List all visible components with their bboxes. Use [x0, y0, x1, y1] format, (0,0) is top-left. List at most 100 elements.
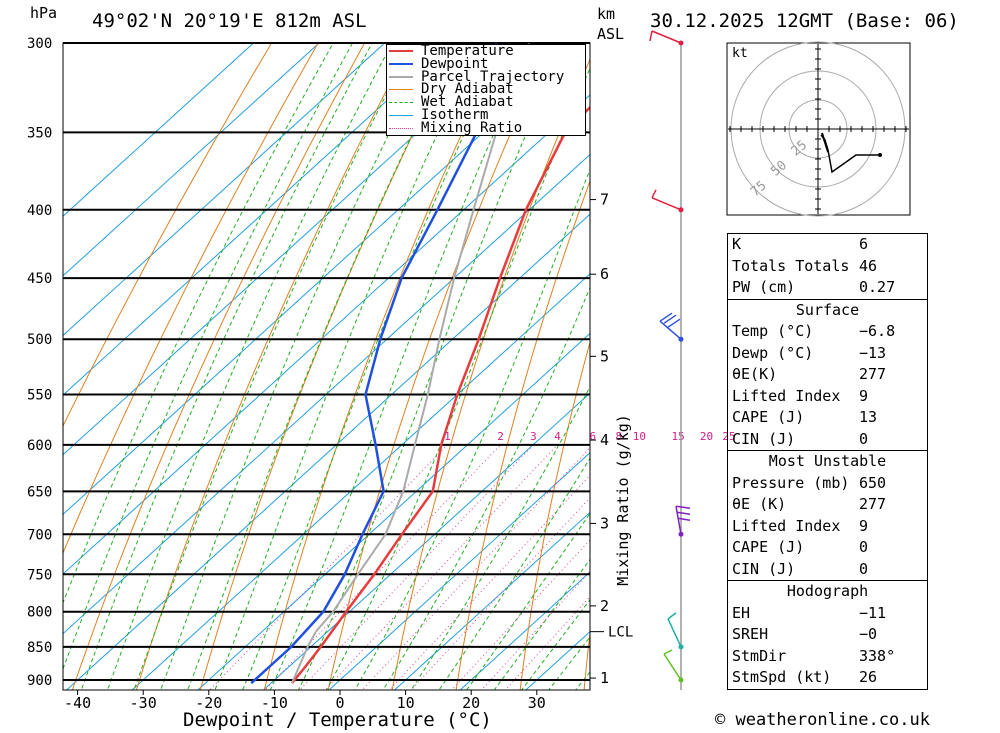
height-tick-label: 4	[600, 431, 609, 449]
wind-barb-dot	[678, 677, 684, 683]
wind-barb-stroke	[675, 506, 682, 535]
legend-dewpoint: Dewpoint	[389, 57, 585, 71]
isotherm-line	[63, 43, 320, 277]
datetime-title: 30.12.2025 12GMT (Base: 06)	[650, 10, 959, 32]
pressure-tick-label: 300	[27, 36, 52, 52]
isotherm-line	[459, 571, 590, 690]
dry-adiabat-line	[63, 43, 273, 428]
wet-adiabat-line	[269, 43, 536, 690]
isotherm-line	[63, 43, 386, 337]
wet-adiabat-line	[354, 168, 590, 690]
pressure-tick-label: 350	[27, 125, 52, 141]
pressure-tick-label: 500	[27, 332, 52, 348]
height-axis: 7 6 5 4 3 2 1 LCL	[590, 191, 633, 687]
wet-adiabat-line	[63, 43, 354, 671]
wind-barb-stroke	[651, 30, 682, 44]
profile-parcel-trajectory	[290, 43, 530, 684]
isotherm-line	[63, 153, 590, 635]
x-tick-label: -30	[130, 694, 157, 712]
plot-frame	[62, 42, 591, 691]
wet-adiabat-line	[466, 512, 590, 690]
wind-barb-stroke	[651, 189, 657, 199]
x-tick-label: 0	[335, 694, 344, 712]
wet-adiabat-line	[410, 385, 590, 690]
dry-adiabat-line	[959, 3, 1000, 733]
hodograph-storm-arrow	[821, 132, 829, 153]
pressure-tick-label: 450	[27, 271, 52, 287]
hodograph-title: Hodograph	[786, 582, 869, 600]
isotherm-line	[65, 213, 590, 690]
wind-barb-stroke	[659, 312, 673, 322]
wind-barb-stroke	[667, 618, 682, 648]
pressure-tick-label: 900	[27, 673, 52, 689]
wet-adiabat-line	[80, 43, 373, 690]
wet-adiabat-line	[133, 43, 414, 690]
wet-adiabat-line	[548, 636, 590, 690]
mu-theta-row: θE (K) 277	[732, 495, 887, 513]
height-tick-label: 2	[600, 597, 609, 615]
height-tick-label: 7	[600, 191, 609, 209]
stmspd-row: StmSpd (kt) 26	[732, 668, 878, 686]
surface-cin-row: CIN (J) 0	[732, 429, 869, 448]
profile-temperature	[290, 105, 590, 684]
wind-barb-stroke	[667, 318, 681, 328]
legend-mixing-ratio: Mixing Ratio	[389, 121, 585, 135]
mixing-ratio-line	[298, 444, 534, 690]
surface-theta-row: θE(K) 277	[732, 365, 887, 383]
dry-adiabat-line	[583, 629, 590, 690]
x-tick-label: 30	[528, 694, 546, 712]
isotherm-line	[328, 452, 590, 690]
pressure-tick-label: 400	[27, 203, 52, 219]
wind-barb-stroke	[649, 30, 653, 42]
wet-adiabat-line	[187, 43, 458, 690]
location-title: 49°02'N 20°19'E 812m ASL	[92, 10, 367, 32]
isotherm-line	[393, 511, 590, 690]
mu-li-row: Lifted Index 9	[732, 516, 869, 535]
footer-credit[interactable]: © weatheronline.co.uk	[715, 710, 930, 730]
x-tick-label: 20	[462, 694, 480, 712]
wet-adiabat-line	[214, 43, 482, 690]
wet-adiabat-line	[438, 457, 590, 690]
mixing-ratio-label: 1	[444, 430, 451, 443]
pressure-tick-label: 550	[27, 388, 52, 404]
wet-adiabat-line	[493, 558, 590, 690]
profiles	[250, 43, 590, 685]
wind-barb-stroke	[663, 314, 677, 324]
wet-adiabat-line	[63, 43, 334, 605]
wet-adiabat-line	[160, 43, 435, 690]
mu-pressure-row: Pressure (mb) 650	[732, 473, 887, 492]
stmdir-row: StmDir 338°	[732, 646, 896, 665]
wet-adiabat-line	[520, 598, 590, 690]
mu-cin-row: CIN (J) 0	[732, 559, 869, 578]
mixing-ratio-label: 20	[700, 430, 713, 443]
km-unit: km	[597, 5, 615, 23]
legend-parcel: Parcel Trajectory	[389, 70, 585, 83]
x-tick-label: -20	[195, 694, 222, 712]
wind-barb-stroke	[676, 511, 691, 516]
wind-barb-dot	[678, 336, 684, 342]
x-tick-label: 10	[397, 694, 415, 712]
wet-adiabat-line	[242, 43, 507, 690]
surface-cape-row: CAPE (J) 13	[732, 408, 878, 426]
most-unstable-section: Most Unstable Pressure (mb) 650 θE (K) 277…	[728, 450, 927, 580]
wind-barb-dot	[678, 40, 684, 46]
hodograph-section: Hodograph EH −11 SREH −0 StmDir 338° StmSpd…	[728, 580, 927, 689]
totals-totals-row: Totals Totals 46	[732, 256, 878, 275]
wet-adiabat-line	[326, 67, 590, 690]
legend-isotherm: Isotherm	[389, 108, 585, 122]
mu-cape-row: CAPE (J) 0	[732, 538, 869, 556]
pressure-tick-label: 600	[27, 438, 52, 454]
mixing-ratio-label: 2	[497, 430, 504, 443]
pressure-tick-label: 850	[27, 640, 52, 656]
mixing-ratio-label: 25	[722, 430, 735, 443]
profile-dewpoint	[250, 43, 498, 685]
mixing-ratio-label: 15	[671, 430, 684, 443]
surface-li-row: Lifted Index 9	[732, 386, 869, 405]
surface-temp-row: Temp (°C) −6.8	[732, 322, 896, 340]
most-unstable-title: Most Unstable	[768, 452, 887, 470]
dry-adiabat-line	[519, 340, 590, 690]
